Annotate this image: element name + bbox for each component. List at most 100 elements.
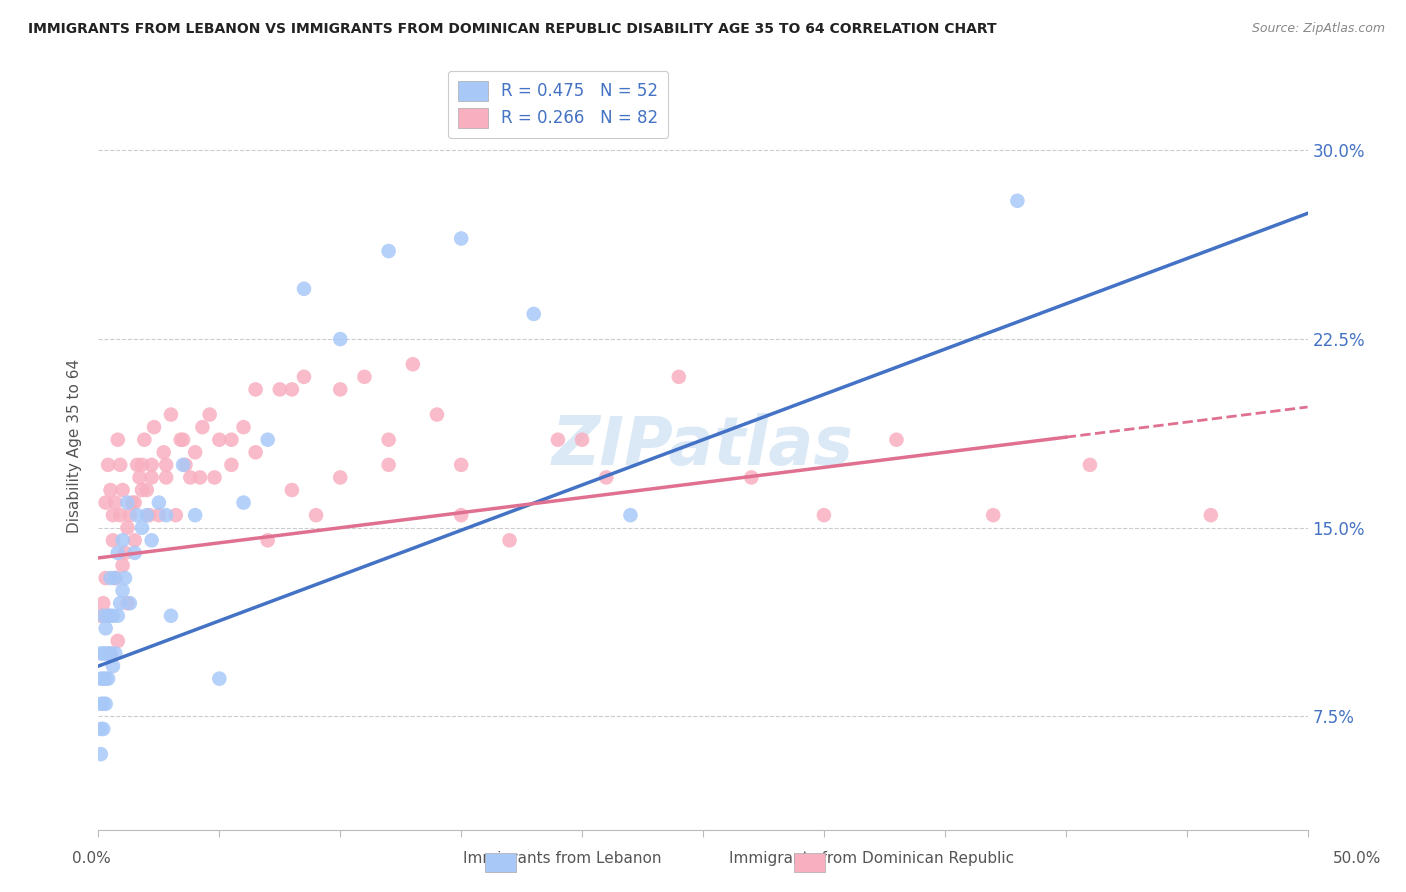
Point bbox=[100, 647, 122, 661]
Point bbox=[353, 369, 375, 384]
Point bbox=[981, 508, 1004, 523]
Point bbox=[100, 608, 122, 623]
Point bbox=[118, 596, 141, 610]
Point bbox=[101, 608, 124, 623]
Point bbox=[232, 420, 254, 434]
Point bbox=[107, 634, 129, 648]
Point bbox=[174, 458, 197, 472]
Point bbox=[91, 722, 114, 736]
Point bbox=[595, 470, 617, 484]
Point bbox=[100, 647, 122, 661]
Text: Immigrants from Lebanon: Immigrants from Lebanon bbox=[463, 851, 662, 865]
Point bbox=[100, 483, 122, 497]
Point bbox=[245, 383, 267, 397]
Point bbox=[426, 408, 449, 422]
Point bbox=[523, 307, 546, 321]
Point bbox=[94, 621, 117, 635]
Point bbox=[571, 433, 593, 447]
Point bbox=[208, 672, 231, 686]
Text: 50.0%: 50.0% bbox=[1333, 851, 1381, 865]
Point bbox=[191, 420, 214, 434]
Point bbox=[292, 369, 315, 384]
Point bbox=[165, 508, 187, 523]
Point bbox=[91, 596, 114, 610]
Point bbox=[111, 483, 134, 497]
Point bbox=[94, 571, 117, 585]
Point bbox=[91, 697, 114, 711]
Point bbox=[1007, 194, 1029, 208]
Y-axis label: Disability Age 35 to 64: Disability Age 35 to 64 bbox=[67, 359, 83, 533]
Point bbox=[138, 508, 160, 523]
Point bbox=[245, 445, 267, 459]
Point bbox=[450, 231, 472, 245]
Point bbox=[281, 483, 304, 497]
Point bbox=[221, 458, 243, 472]
Point bbox=[91, 647, 114, 661]
Point bbox=[117, 521, 139, 535]
Point bbox=[281, 383, 304, 397]
Point bbox=[94, 697, 117, 711]
Point bbox=[114, 571, 136, 585]
Point bbox=[90, 608, 112, 623]
Point bbox=[740, 470, 762, 484]
Point bbox=[305, 508, 328, 523]
Point bbox=[124, 533, 146, 548]
Point bbox=[148, 508, 170, 523]
Point bbox=[143, 420, 166, 434]
Point bbox=[450, 508, 472, 523]
Point bbox=[97, 672, 120, 686]
Point bbox=[124, 495, 146, 509]
Point bbox=[104, 571, 127, 585]
Point bbox=[141, 470, 163, 484]
Point bbox=[90, 647, 112, 661]
Point bbox=[108, 508, 131, 523]
Point bbox=[97, 647, 120, 661]
Point bbox=[172, 433, 194, 447]
Point bbox=[204, 470, 226, 484]
Point bbox=[134, 433, 156, 447]
Point bbox=[169, 433, 191, 447]
Legend: R = 0.475   N = 52, R = 0.266   N = 82: R = 0.475 N = 52, R = 0.266 N = 82 bbox=[447, 70, 668, 138]
Point bbox=[184, 508, 207, 523]
Point bbox=[256, 533, 278, 548]
Point bbox=[221, 433, 243, 447]
Point bbox=[91, 672, 114, 686]
Point bbox=[155, 458, 177, 472]
Point bbox=[117, 596, 139, 610]
Point bbox=[107, 546, 129, 560]
Point bbox=[135, 508, 157, 523]
Point bbox=[141, 458, 163, 472]
Point bbox=[90, 672, 112, 686]
Point bbox=[111, 533, 134, 548]
Point bbox=[141, 533, 163, 548]
Point bbox=[90, 722, 112, 736]
Point bbox=[104, 571, 127, 585]
Point bbox=[155, 470, 177, 484]
Point bbox=[498, 533, 520, 548]
Point bbox=[107, 433, 129, 447]
Point bbox=[121, 495, 143, 509]
Point bbox=[124, 546, 146, 560]
Point bbox=[101, 508, 124, 523]
Point bbox=[127, 458, 149, 472]
Point bbox=[101, 533, 124, 548]
Point bbox=[813, 508, 835, 523]
Point bbox=[269, 383, 291, 397]
Point bbox=[292, 282, 315, 296]
Text: Immigrants from Dominican Republic: Immigrants from Dominican Republic bbox=[730, 851, 1014, 865]
Point bbox=[160, 608, 183, 623]
Point bbox=[97, 458, 120, 472]
Point bbox=[107, 608, 129, 623]
Point bbox=[148, 495, 170, 509]
Point bbox=[108, 458, 131, 472]
Point bbox=[131, 458, 153, 472]
Point bbox=[198, 408, 221, 422]
Point bbox=[402, 357, 425, 371]
Point bbox=[329, 470, 352, 484]
Point bbox=[101, 659, 124, 673]
Point bbox=[329, 383, 352, 397]
Point bbox=[547, 433, 569, 447]
Text: 0.0%: 0.0% bbox=[72, 851, 111, 865]
Point bbox=[108, 596, 131, 610]
Point bbox=[131, 483, 153, 497]
